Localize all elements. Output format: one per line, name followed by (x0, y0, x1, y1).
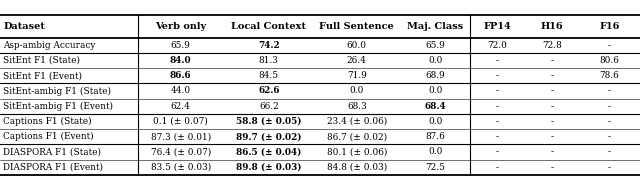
Text: 72.8: 72.8 (542, 41, 562, 50)
Text: -: - (550, 86, 554, 95)
Text: 26.4: 26.4 (347, 56, 367, 65)
Text: -: - (496, 117, 499, 126)
Text: 86.7 (± 0.02): 86.7 (± 0.02) (327, 132, 387, 141)
Text: 66.2: 66.2 (259, 102, 278, 111)
Text: 80.1 (± 0.06): 80.1 (± 0.06) (326, 147, 387, 156)
Text: 0.0: 0.0 (349, 86, 364, 95)
Text: -: - (608, 132, 611, 141)
Text: 72.0: 72.0 (488, 41, 508, 50)
Text: -: - (496, 56, 499, 65)
Text: 60.0: 60.0 (347, 41, 367, 50)
Text: -: - (550, 102, 554, 111)
Text: 74.2: 74.2 (258, 41, 280, 50)
Text: -: - (550, 71, 554, 80)
Text: 62.6: 62.6 (258, 86, 280, 95)
Text: 23.4 (± 0.06): 23.4 (± 0.06) (326, 117, 387, 126)
Text: 80.6: 80.6 (600, 56, 620, 65)
Text: Dataset: Dataset (3, 22, 45, 31)
Text: -: - (550, 117, 554, 126)
Text: 0.1 (± 0.07): 0.1 (± 0.07) (154, 117, 208, 126)
Text: 0.0: 0.0 (428, 147, 442, 156)
Text: 81.3: 81.3 (259, 56, 279, 65)
Text: F16: F16 (600, 22, 620, 31)
Text: 0.0: 0.0 (428, 56, 442, 65)
Text: FP14: FP14 (484, 22, 511, 31)
Text: Local Context: Local Context (231, 22, 307, 31)
Text: -: - (496, 102, 499, 111)
Text: SitEnt F1 (Event): SitEnt F1 (Event) (3, 71, 82, 80)
Text: DIASPORA F1 (State): DIASPORA F1 (State) (3, 147, 101, 156)
Text: 89.7 (± 0.02): 89.7 (± 0.02) (236, 132, 301, 141)
Text: H16: H16 (541, 22, 563, 31)
Text: -: - (608, 147, 611, 156)
Text: -: - (550, 147, 554, 156)
Text: 68.9: 68.9 (426, 71, 445, 80)
Text: 65.9: 65.9 (171, 41, 191, 50)
Text: 87.6: 87.6 (426, 132, 445, 141)
Text: SitEnt-ambig F1 (Event): SitEnt-ambig F1 (Event) (3, 102, 113, 111)
Text: -: - (496, 86, 499, 95)
Text: 65.9: 65.9 (425, 41, 445, 50)
Text: -: - (550, 56, 554, 65)
Text: -: - (550, 163, 554, 172)
Text: 68.4: 68.4 (424, 102, 446, 111)
Text: -: - (496, 147, 499, 156)
Text: SitEnt-ambig F1 (State): SitEnt-ambig F1 (State) (3, 86, 111, 95)
Text: 76.4 (± 0.07): 76.4 (± 0.07) (150, 147, 211, 156)
Text: Verb only: Verb only (156, 22, 206, 31)
Text: Asp-ambig Accuracy: Asp-ambig Accuracy (3, 41, 95, 50)
Text: SitEnt F1 (State): SitEnt F1 (State) (3, 56, 80, 65)
Text: -: - (496, 132, 499, 141)
Text: 68.3: 68.3 (347, 102, 367, 111)
Text: 84.5: 84.5 (259, 71, 279, 80)
Text: 86.5 (± 0.04): 86.5 (± 0.04) (236, 147, 301, 156)
Text: -: - (550, 132, 554, 141)
Text: 78.6: 78.6 (600, 71, 620, 80)
Text: 89.8 (± 0.03): 89.8 (± 0.03) (236, 163, 301, 172)
Text: -: - (608, 86, 611, 95)
Text: 84.0: 84.0 (170, 56, 191, 65)
Text: -: - (608, 163, 611, 172)
Text: 86.6: 86.6 (170, 71, 191, 80)
Text: -: - (496, 71, 499, 80)
Text: 72.5: 72.5 (425, 163, 445, 172)
Text: Captions F1 (Event): Captions F1 (Event) (3, 132, 94, 141)
Text: -: - (608, 102, 611, 111)
Text: 62.4: 62.4 (171, 102, 191, 111)
Text: 58.8 (± 0.05): 58.8 (± 0.05) (236, 117, 301, 126)
Text: 83.5 (± 0.03): 83.5 (± 0.03) (150, 163, 211, 172)
Text: 84.8 (± 0.03): 84.8 (± 0.03) (326, 163, 387, 172)
Text: DIASPORA F1 (Event): DIASPORA F1 (Event) (3, 163, 103, 172)
Text: 87.3 (± 0.01): 87.3 (± 0.01) (150, 132, 211, 141)
Text: 71.9: 71.9 (347, 71, 367, 80)
Text: 0.0: 0.0 (428, 86, 442, 95)
Text: Maj. Class: Maj. Class (407, 22, 463, 31)
Text: 0.0: 0.0 (428, 117, 442, 126)
Text: -: - (608, 117, 611, 126)
Text: -: - (496, 163, 499, 172)
Text: Captions F1 (State): Captions F1 (State) (3, 117, 92, 126)
Text: 44.0: 44.0 (171, 86, 191, 95)
Text: -: - (608, 41, 611, 50)
Text: Full Sentence: Full Sentence (319, 22, 394, 31)
